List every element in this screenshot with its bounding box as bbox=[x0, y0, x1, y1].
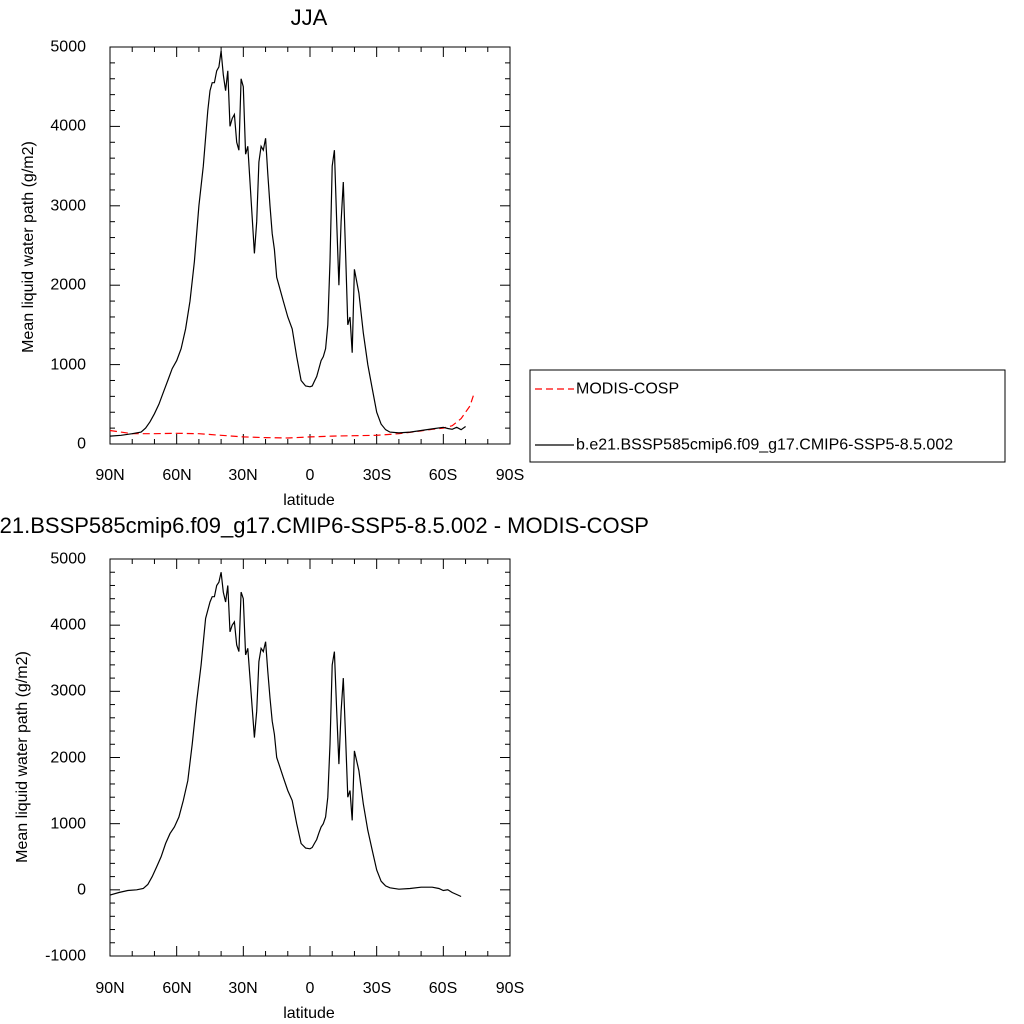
difference-line bbox=[109, 572, 462, 898]
bottom-y-tick-2000: 2000 bbox=[50, 750, 86, 767]
top-y-axis-label: Mean liquid water path (g/m2) bbox=[20, 141, 37, 353]
top-x-axis-label: latitude bbox=[283, 492, 335, 509]
bottom-x-tick-30s: 30S bbox=[363, 980, 391, 997]
bottom-x-tick-30n: 30N bbox=[228, 980, 257, 997]
top-chart: JJA Mean liquid water path (g/m2) latitu… bbox=[20, 5, 1006, 509]
top-x-tick-90n: 90N bbox=[95, 467, 124, 484]
top-x-tick-60n: 60N bbox=[162, 467, 191, 484]
top-chart-title: JJA bbox=[291, 5, 328, 30]
bottom-y-tick-3000: 3000 bbox=[50, 683, 86, 700]
top-x-tick-0: 0 bbox=[306, 467, 315, 484]
bottom-x-tick-60n: 60N bbox=[162, 980, 191, 997]
legend-label-model: b.e21.BSSP585cmip6.f09_g17.CMIP6-SSP5-8.… bbox=[576, 437, 953, 454]
bottom-x-tick-60s: 60S bbox=[429, 980, 457, 997]
top-plot-frame bbox=[109, 46, 511, 445]
top-x-tick-labels: 90N 60N 30N 0 30S 60S 90S bbox=[95, 467, 524, 484]
bottom-y-tick-0: 0 bbox=[77, 882, 86, 899]
bottom-y-tick-5000: 5000 bbox=[50, 551, 86, 568]
bottom-y-tick-4000: 4000 bbox=[50, 617, 86, 634]
top-y-tick-5000: 5000 bbox=[50, 39, 86, 56]
bottom-y-tick-neg1000: -1000 bbox=[45, 948, 86, 965]
legend: MODIS-COSP b.e21.BSSP585cmip6.f09_g17.CM… bbox=[529, 369, 1006, 463]
bottom-x-tick-labels: 90N 60N 30N 0 30S 60S 90S bbox=[95, 980, 524, 997]
top-ticks bbox=[109, 46, 511, 445]
bottom-plot-frame bbox=[109, 558, 511, 957]
bottom-ticks bbox=[109, 558, 511, 957]
bottom-y-axis-label: Mean liquid water path (g/m2) bbox=[14, 651, 31, 863]
legend-label-modis: MODIS-COSP bbox=[576, 381, 679, 398]
top-x-tick-60s: 60S bbox=[429, 467, 457, 484]
top-y-tick-2000: 2000 bbox=[50, 277, 86, 294]
legend-box bbox=[529, 369, 1006, 463]
top-x-tick-90s: 90S bbox=[496, 467, 524, 484]
top-y-tick-labels: 0 1000 2000 3000 4000 5000 bbox=[50, 39, 86, 453]
modis-cosp-line bbox=[109, 392, 475, 439]
bottom-x-tick-90n: 90N bbox=[95, 980, 124, 997]
top-x-tick-30n: 30N bbox=[228, 467, 257, 484]
bottom-chart-title: b.e21.BSSP585cmip6.f09_g17.CMIP6-SSP5-8.… bbox=[0, 513, 649, 538]
bottom-x-axis-label: latitude bbox=[283, 1005, 335, 1022]
top-y-tick-1000: 1000 bbox=[50, 357, 86, 374]
bottom-y-tick-labels: -1000 0 1000 2000 3000 4000 5000 bbox=[45, 551, 86, 965]
bottom-x-tick-90s: 90S bbox=[496, 980, 524, 997]
model-line bbox=[109, 50, 466, 437]
top-y-tick-0: 0 bbox=[77, 436, 86, 453]
bottom-chart: b.e21.BSSP585cmip6.f09_g17.CMIP6-SSP5-8.… bbox=[0, 513, 649, 1022]
bottom-x-tick-0: 0 bbox=[306, 980, 315, 997]
top-y-tick-4000: 4000 bbox=[50, 118, 86, 135]
bottom-y-tick-1000: 1000 bbox=[50, 816, 86, 833]
top-x-tick-30s: 30S bbox=[363, 467, 391, 484]
top-y-tick-3000: 3000 bbox=[50, 198, 86, 215]
